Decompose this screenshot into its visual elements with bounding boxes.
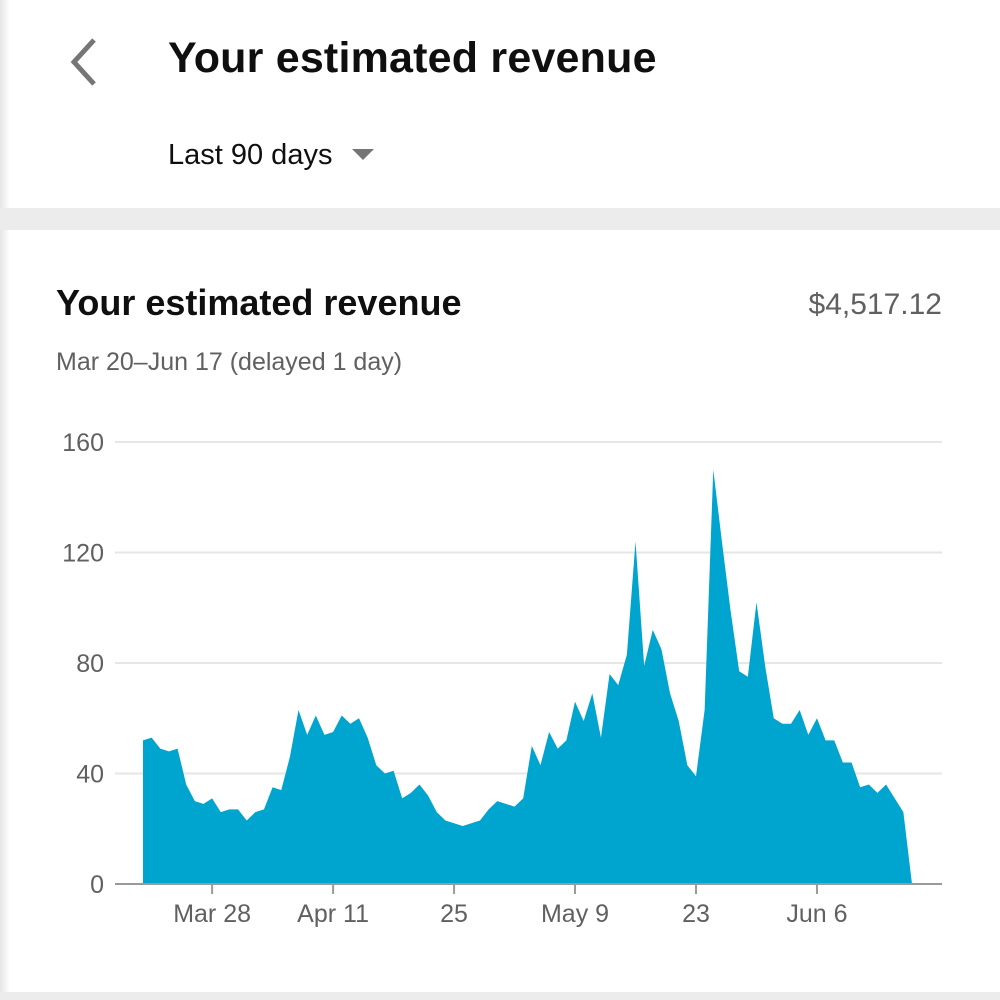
y-tick-label: 120	[62, 540, 104, 568]
y-tick-label: 40	[76, 761, 104, 789]
x-tick-label: Mar 28	[173, 900, 251, 928]
edge-shadow	[0, 0, 10, 1000]
x-tick-label: Apr 11	[297, 900, 369, 928]
x-tick-label: 25	[440, 900, 468, 928]
card-title: Your estimated revenue	[56, 282, 462, 323]
app-header: Your estimated revenue Last 90 days	[0, 0, 1000, 208]
caret-down-icon	[352, 149, 375, 161]
revenue-area-chart[interactable]: 0 40 80 120 160 Mar 28 Apr 11 25 May 9 23 Jun 6	[0, 400, 1000, 960]
y-tick-label: 80	[76, 650, 104, 678]
x-tick-label: Jun 6	[786, 900, 847, 928]
y-tick-label: 0	[90, 871, 104, 899]
back-button[interactable]	[56, 26, 112, 98]
x-tick-label: 23	[682, 900, 710, 928]
section-divider	[0, 208, 1000, 230]
revenue-total: $4,517.12	[808, 288, 942, 321]
y-tick-label: 160	[62, 429, 104, 457]
chevron-left-icon	[70, 38, 96, 86]
revenue-area-series	[143, 469, 912, 884]
page-title: Your estimated revenue	[168, 34, 657, 82]
x-tick-label: May 9	[541, 900, 609, 928]
x-axis-ticks: Mar 28 Apr 11 25 May 9 23 Jun 6	[173, 884, 848, 928]
y-axis-ticks: 0 40 80 120 160	[62, 429, 104, 899]
date-range-label: Last 90 days	[168, 138, 333, 171]
bottom-divider	[0, 992, 1000, 1000]
date-range-subtitle: Mar 20–Jun 17 (delayed 1 day)	[56, 348, 403, 376]
date-range-dropdown[interactable]: Last 90 days	[168, 130, 375, 180]
